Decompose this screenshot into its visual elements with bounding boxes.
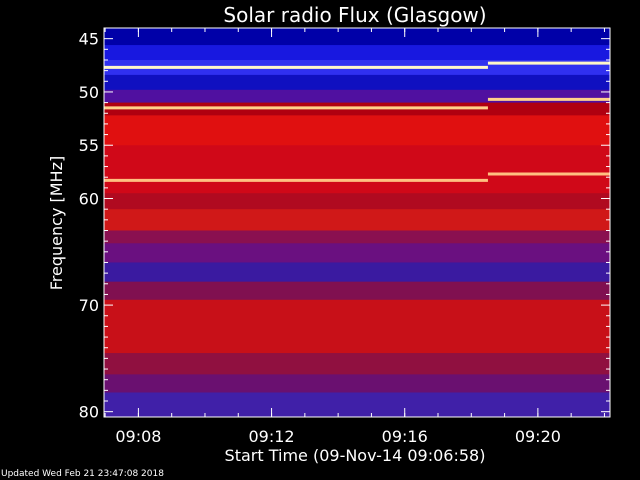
intensity-band-0 xyxy=(104,28,610,46)
intensity-band-16 xyxy=(104,374,610,393)
y-tick-label: 55 xyxy=(79,136,99,155)
intensity-band-17 xyxy=(104,392,610,418)
intensity-band-10 xyxy=(104,230,610,244)
intensity-band-11 xyxy=(104,243,610,263)
x-tick-label: 09:12 xyxy=(249,427,295,446)
y-axis: 45 50 55 60 70 80 xyxy=(79,30,610,422)
plot-frame xyxy=(103,27,611,418)
intensity-band-6 xyxy=(104,115,610,146)
intensity-band-12 xyxy=(104,262,610,283)
y-tick-label: 70 xyxy=(79,296,99,315)
updated-timestamp: Updated Wed Feb 21 23:47:08 2018 xyxy=(1,469,164,479)
x-tick-label: 09:08 xyxy=(115,427,161,446)
x-tick-label: 09:20 xyxy=(515,427,561,446)
intensity-band-9 xyxy=(104,209,610,231)
y-axis-label: Frequency [MHz] xyxy=(47,156,66,290)
y-tick-label: 60 xyxy=(79,190,99,209)
intensity-band-4 xyxy=(104,89,610,104)
chart-title: Solar radio Flux (Glasgow) xyxy=(223,3,486,27)
x-axis: 09:08 09:12 09:16 09:20 xyxy=(104,28,605,446)
intensity-band-13 xyxy=(104,281,610,301)
y-tick-label: 80 xyxy=(79,403,99,422)
intensity-band-7 xyxy=(104,145,610,194)
intensity-band-15 xyxy=(104,353,610,375)
intensity-band-8 xyxy=(104,193,610,210)
intensity-band-1 xyxy=(104,45,610,61)
intensity-band-3 xyxy=(104,74,610,91)
plot-area xyxy=(104,28,610,418)
y-tick-label: 50 xyxy=(79,83,99,102)
y-tick-label: 45 xyxy=(79,30,99,49)
x-axis-label: Start Time (09-Nov-14 09:06:58) xyxy=(225,446,486,465)
x-tick-label: 09:16 xyxy=(382,427,428,446)
intensity-band-14 xyxy=(104,299,610,354)
